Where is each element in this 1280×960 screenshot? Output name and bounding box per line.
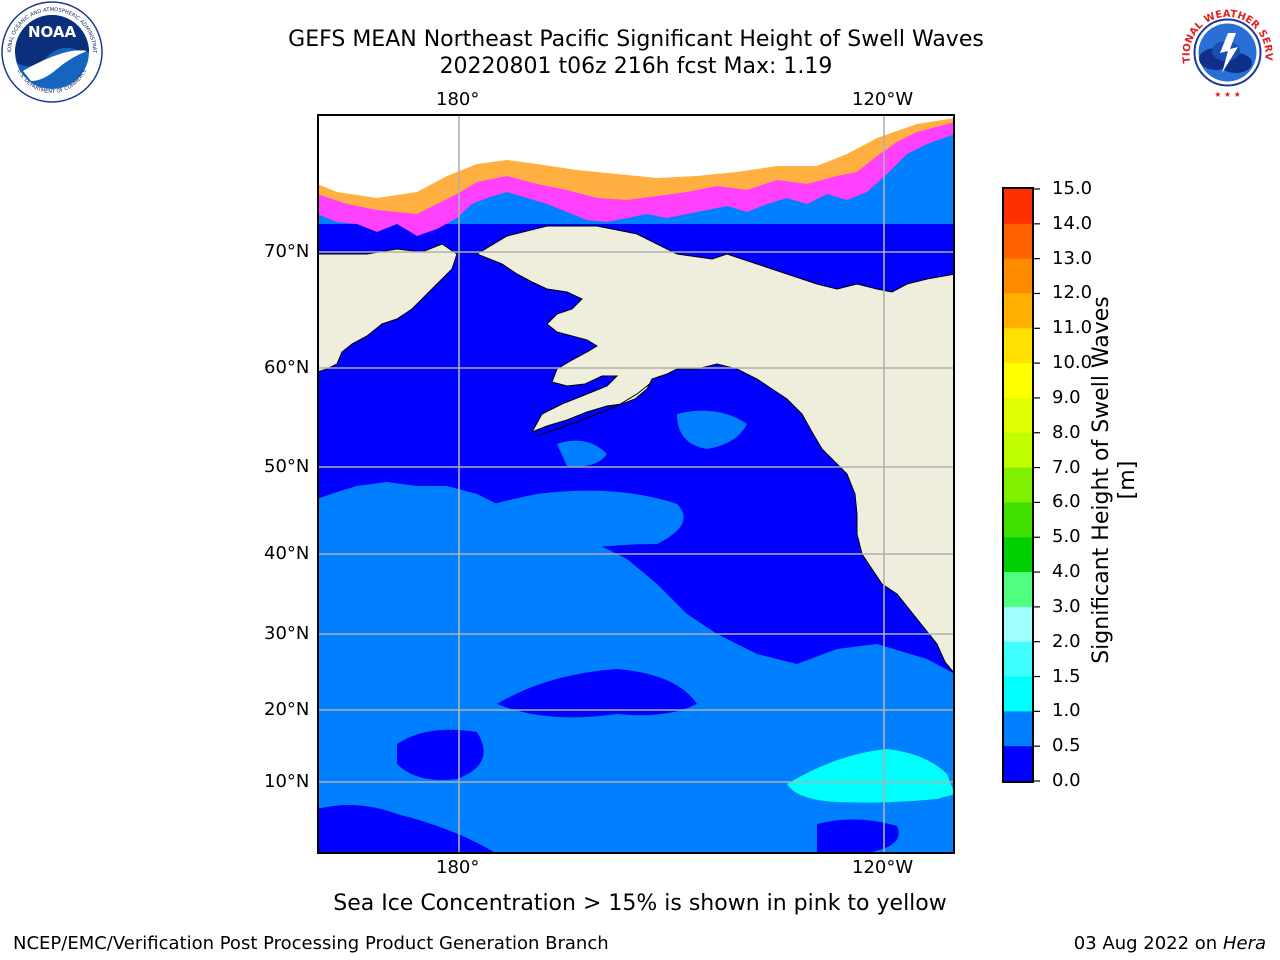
colorbar-segment — [1003, 258, 1033, 294]
credit-left: NCEP/EMC/Verification Post Processing Pr… — [13, 933, 609, 954]
colorbar-tick-label: 1.5 — [1052, 665, 1081, 687]
colorbar-segment — [1003, 432, 1033, 469]
colorbar-segment — [1003, 676, 1033, 712]
nws-logo-icon: NATIONAL WEATHER SERVICE ★ ★ ★ — [1176, 1, 1278, 103]
colorbar-tick-label: 0.5 — [1052, 735, 1081, 757]
swell-low-patch-se — [817, 819, 899, 854]
noaa-logo-text: NOAA — [28, 23, 77, 41]
colorbar-tick-label: 15.0 — [1052, 178, 1093, 199]
lon-label-bottom-120w: 120°W — [852, 857, 914, 878]
map-border — [317, 114, 955, 854]
credit-machine: Hera — [1222, 933, 1266, 954]
lat-label-10n: 10°N — [264, 771, 310, 792]
colorbar-segment — [1003, 606, 1033, 643]
lat-label-70n: 70°N — [264, 241, 310, 262]
colorbar-segment — [1003, 328, 1033, 364]
colorbar-tick-label: 7.0 — [1052, 456, 1081, 478]
sea-ice-footnote: Sea Ice Concentration > 15% is shown in … — [333, 891, 947, 916]
colorbar-tick-label: 10.0 — [1052, 352, 1093, 374]
svg-text:★ ★ ★: ★ ★ ★ — [1214, 90, 1241, 99]
colorbar-tick-label: 9.0 — [1052, 386, 1081, 408]
gridlines — [317, 114, 955, 854]
swell-low-patch-sw — [397, 729, 484, 780]
colorbar-segments — [1003, 189, 1033, 782]
colorbar-tick-label: 0.0 — [1052, 770, 1081, 791]
colorbar — [1002, 187, 1040, 783]
colorbar-segment — [1003, 363, 1033, 399]
swell-height-map — [317, 114, 955, 854]
colorbar-tick-label: 11.0 — [1052, 317, 1093, 339]
colorbar-tick-label: 12.0 — [1052, 282, 1093, 304]
colorbar-segment — [1003, 537, 1033, 573]
colorbar-tick-label: 13.0 — [1052, 247, 1093, 269]
colorbar-segment — [1003, 397, 1033, 434]
colorbar-segment — [1003, 467, 1033, 503]
chart-title: GEFS MEAN Northeast Pacific Significant … — [288, 27, 984, 52]
colorbar-tick-label: 1.0 — [1052, 700, 1081, 722]
colorbar-title: Significant Height of Swell Waves [m] — [1089, 296, 1140, 664]
colorbar-segment — [1003, 223, 1033, 260]
land-aleutians — [536, 381, 653, 437]
no-data-north — [317, 114, 955, 198]
colorbar-tick-label: 5.0 — [1052, 526, 1081, 548]
swell-mid-patch-1 — [357, 490, 684, 584]
noaa-logo-icon: NOAA NATIONAL OCEANIC AND ATMOSPHERIC AD… — [1, 1, 103, 103]
swell-mid-patch-2 — [677, 410, 747, 449]
lon-label-top-180: 180° — [436, 89, 480, 110]
colorbar-segment — [1003, 641, 1033, 678]
colorbar-segment — [1003, 572, 1033, 608]
swell-low-patch-south — [497, 669, 697, 718]
colorbar-segment — [1003, 746, 1033, 782]
lon-label-top-120w: 120°W — [852, 89, 914, 110]
colorbar-segment — [1003, 189, 1033, 225]
swell-cyan-patch — [787, 749, 955, 803]
colorbar-segment — [1003, 293, 1033, 329]
land-alaska — [475, 225, 955, 675]
swell-mid-patch-3 — [557, 440, 607, 467]
lat-label-30n: 30°N — [264, 623, 310, 644]
colorbar-segment — [1003, 711, 1033, 747]
colorbar-segment — [1003, 502, 1033, 538]
colorbar-border — [1002, 187, 1034, 783]
lat-label-40n: 40°N — [264, 543, 310, 564]
lat-label-20n: 20°N — [264, 699, 310, 720]
swell-low-patch-bottom — [317, 805, 497, 854]
lat-label-60n: 60°N — [264, 357, 310, 378]
colorbar-tick-label: 3.0 — [1052, 595, 1081, 617]
credit-right: 03 Aug 2022 on Hera — [1074, 933, 1266, 954]
lon-label-bottom-180: 180° — [436, 857, 480, 878]
chart-subtitle: 20220801 t06z 216h fcst Max: 1.19 — [439, 54, 833, 79]
colorbar-tick-label: 14.0 — [1052, 212, 1093, 234]
colorbar-tick-label: 4.0 — [1052, 561, 1081, 583]
lat-label-50n: 50°N — [264, 456, 310, 477]
colorbar-tick-label: 8.0 — [1052, 421, 1081, 443]
credit-date: 03 Aug 2022 on — [1073, 933, 1218, 954]
colorbar-tick-label: 2.0 — [1052, 630, 1081, 652]
colorbar-tick-label: 6.0 — [1052, 491, 1081, 513]
colorbar-ticks — [1033, 188, 1040, 782]
